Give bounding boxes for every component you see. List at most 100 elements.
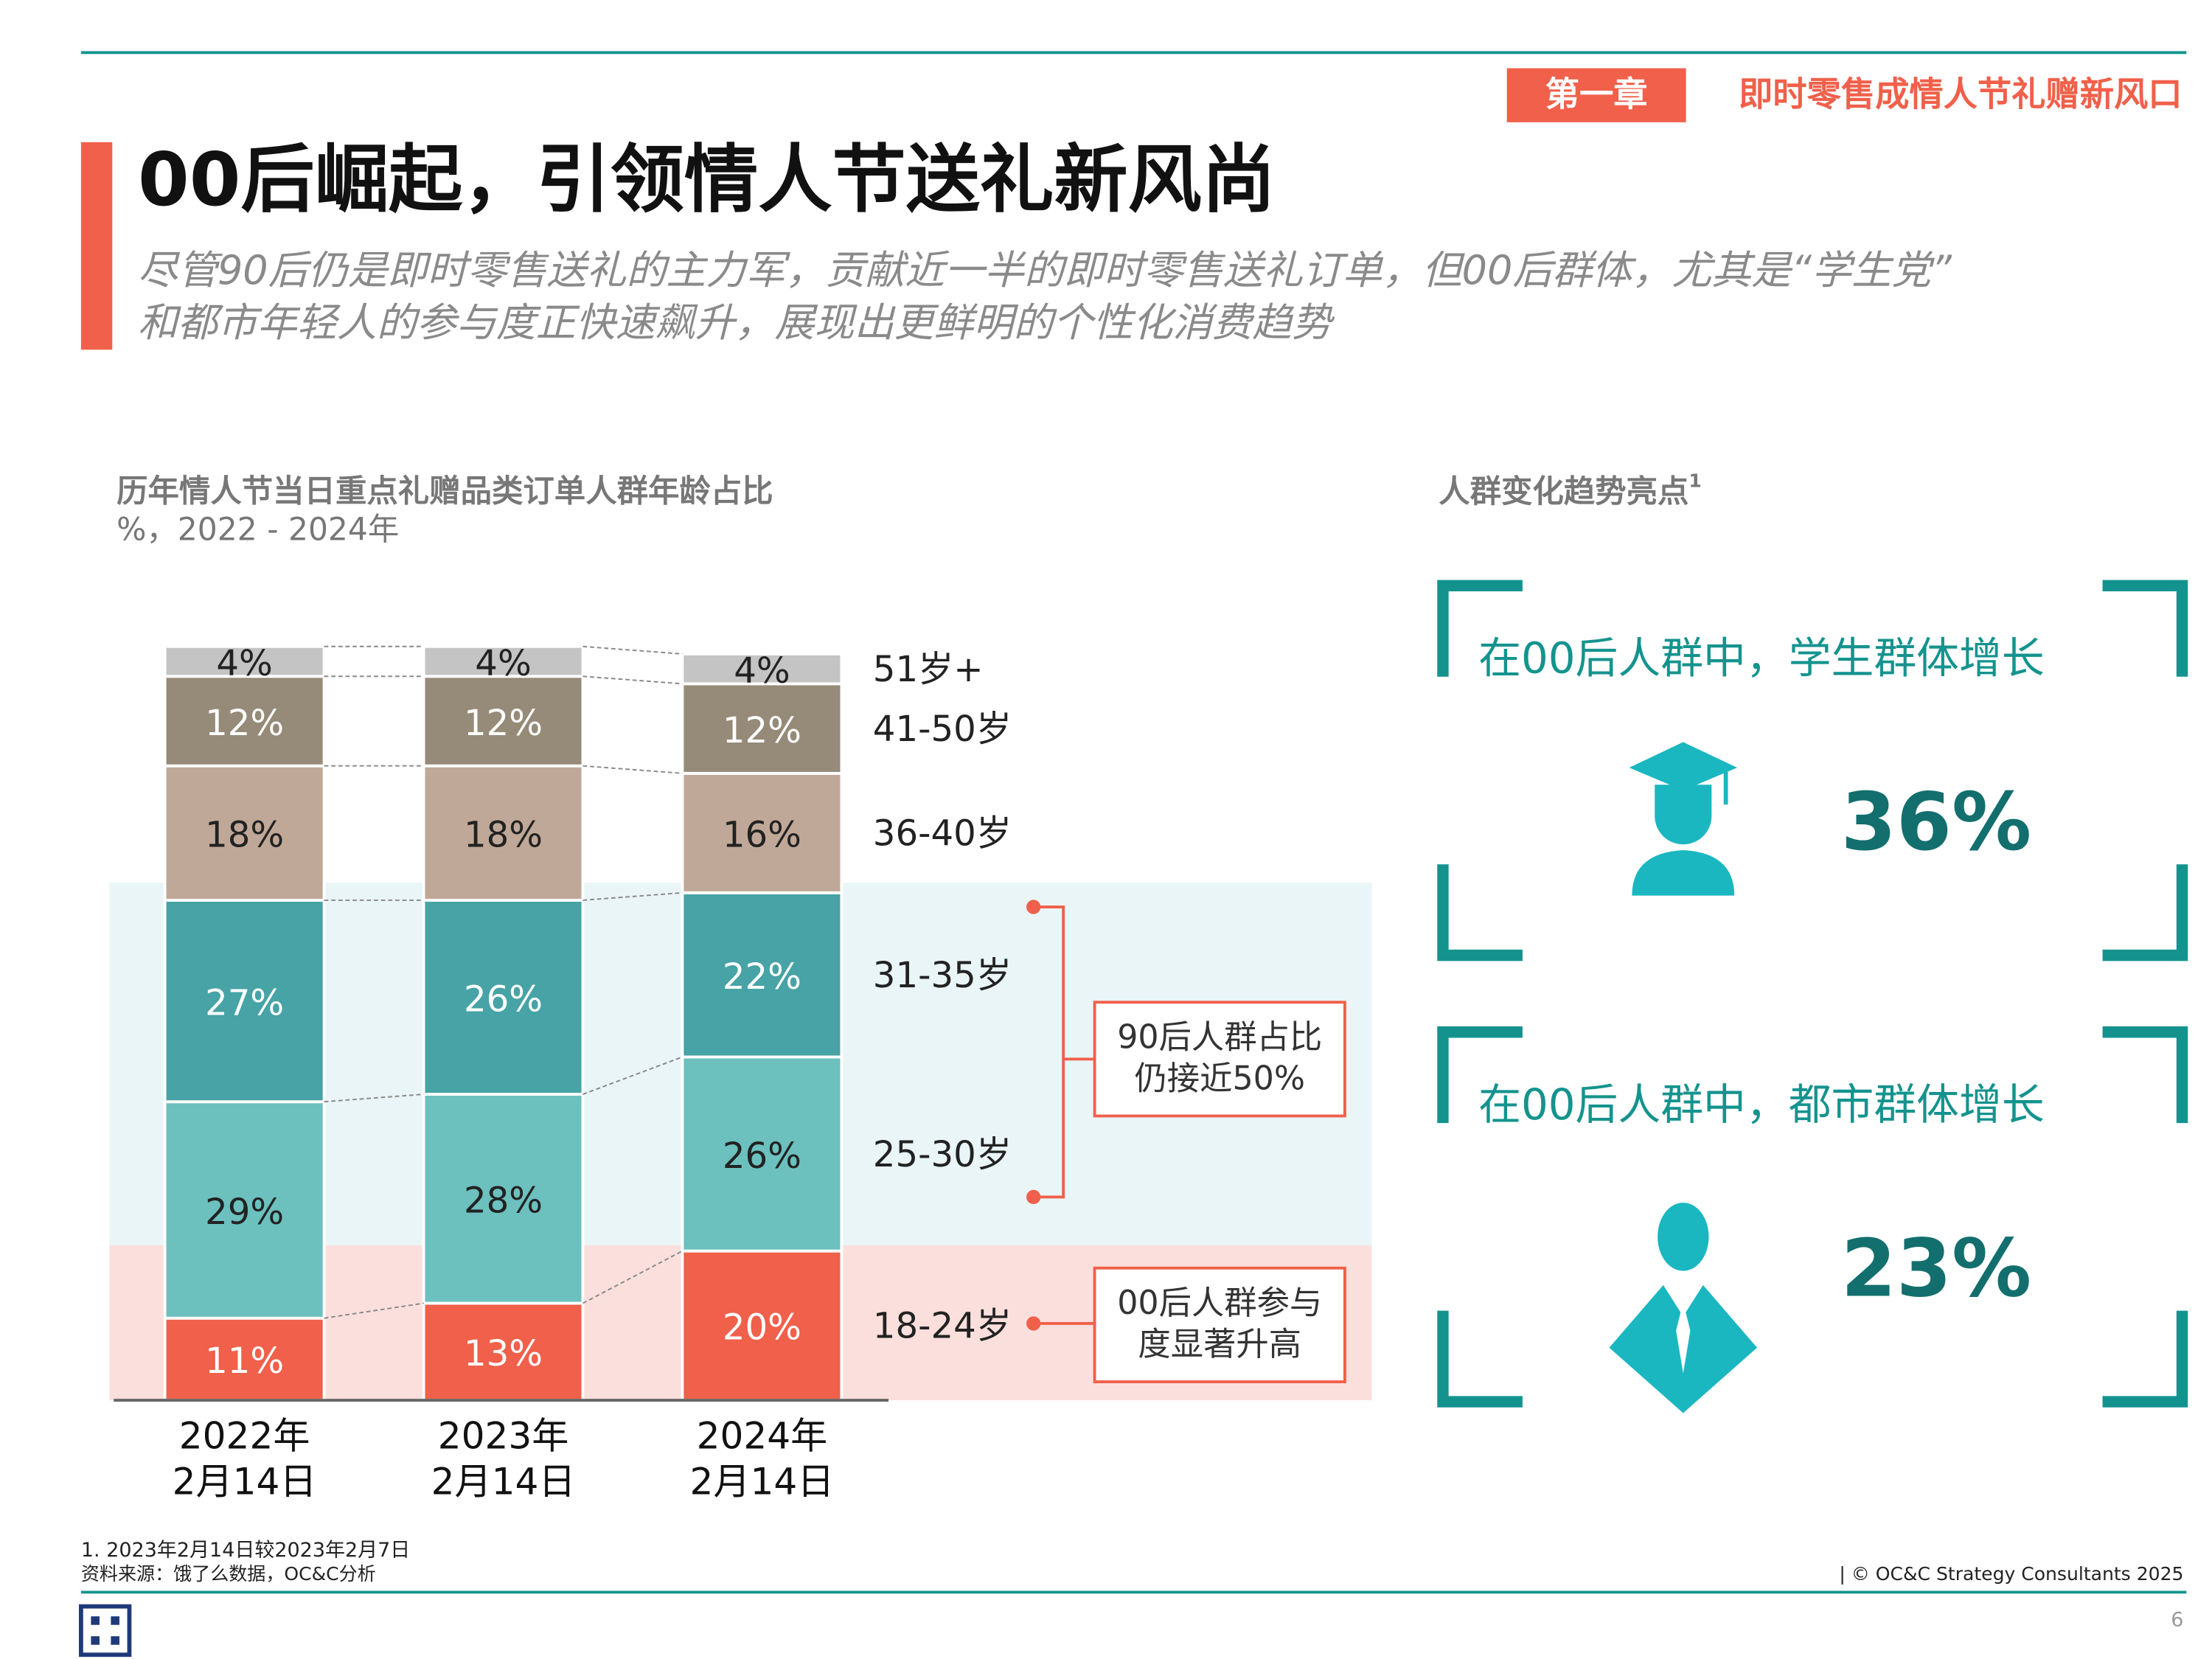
bar-segment — [681, 891, 844, 1059]
bar-segment — [163, 898, 326, 1104]
corner-bracket — [1437, 1310, 1523, 1408]
corner-bracket — [2102, 580, 2188, 677]
connector — [582, 891, 683, 901]
logo-cell — [91, 1636, 100, 1645]
page-number: 6 — [2171, 1608, 2183, 1631]
highlights-title-text: 人群变化趋势亮点 — [1439, 474, 1688, 510]
x-tick-label: 2022年 — [179, 1414, 310, 1458]
logo-cell — [91, 1616, 100, 1625]
value-label: 20% — [723, 1307, 801, 1349]
copyright: | © OC&C Strategy Consultants 2025 — [1839, 1563, 2183, 1585]
dot — [1026, 1189, 1041, 1205]
title-bar — [80, 142, 113, 350]
value-label: 13% — [464, 1333, 543, 1374]
value-label: 29% — [205, 1192, 284, 1233]
card-text: 在00后人群中，都市群体增长 — [1478, 1079, 2045, 1130]
corner-bracket — [1437, 580, 1523, 677]
bar-segment — [422, 675, 585, 768]
dot — [1026, 1316, 1041, 1331]
corner-bracket — [2102, 1026, 2188, 1124]
bar-segment — [422, 644, 585, 678]
chapter-title: 即时零售成情人节礼赠新风口 — [1739, 74, 2182, 114]
logo-cell — [111, 1636, 119, 1645]
value-label: 18% — [464, 815, 543, 856]
highlights-title: 人群变化趋势亮点1 — [1439, 470, 1702, 510]
legend-label: 31-35岁 — [873, 955, 1012, 996]
page-subtitle: 和都市年轻人的参与度正快速飙升，展现出更鲜明的个性化消费趋势 — [138, 299, 1335, 346]
bar-segment — [422, 1093, 585, 1305]
value-label: 11% — [205, 1340, 284, 1382]
x-tick-label: 2月14日 — [431, 1459, 576, 1503]
legend-label: 36-40岁 — [873, 813, 1012, 855]
logo — [79, 1604, 132, 1658]
corner-bracket — [2102, 1310, 2188, 1408]
bar-segment — [681, 682, 844, 775]
legend-label: 51岁+ — [873, 649, 984, 690]
value-label: 22% — [723, 956, 801, 998]
connector — [582, 1250, 683, 1304]
x-tick-label: 2023年 — [438, 1414, 569, 1458]
value-label: 12% — [205, 703, 284, 744]
dot — [1026, 900, 1041, 914]
legend-label: 18-24岁 — [873, 1306, 1012, 1347]
bar-segment — [681, 1055, 844, 1253]
card-text: 在00后人群中，学生群体增长 — [1478, 633, 2045, 684]
value-label: 12% — [464, 703, 543, 744]
annotation: 00后人群参与 — [1117, 1284, 1322, 1322]
value-label: 27% — [205, 982, 284, 1023]
source: 资料来源：饿了么数据，OC&C分析 — [81, 1563, 376, 1585]
footnote: 1. 2023年2月14日较2023年2月7日 — [81, 1539, 410, 1562]
student-head — [1655, 785, 1712, 845]
card-value: 36% — [1841, 776, 2031, 869]
corner-bracket — [1437, 1026, 1523, 1124]
bar-segment — [422, 764, 585, 902]
value-label: 28% — [464, 1180, 543, 1222]
value-label: 18% — [205, 815, 284, 856]
annotation: 度显著升高 — [1138, 1326, 1301, 1363]
connector — [582, 675, 683, 685]
connector — [582, 1056, 683, 1095]
annotation-box — [1093, 1001, 1346, 1118]
connector — [324, 1302, 424, 1319]
connector — [582, 645, 683, 655]
annotation: 仍接近50% — [1134, 1060, 1305, 1097]
bracket-line — [1033, 905, 1065, 1199]
bar-segment — [163, 675, 326, 768]
bar-chart: 11% 13% 20% 18-24岁 29% 28% 26% 25-30岁 27% 26% 22% 3… — [163, 643, 1012, 1503]
urban-head — [1658, 1203, 1709, 1271]
x-tick-label: 2024年 — [697, 1414, 828, 1458]
chart-subtitle: %，2022 - 2024年 — [116, 512, 399, 549]
corner-bracket — [2102, 864, 2188, 961]
bar-segment — [681, 652, 844, 686]
note-mark: 1 — [1688, 470, 1701, 492]
chapter-tag — [1506, 68, 1686, 122]
annotations: 90后人群占比 仍接近50% 00后人群参与 度显著升高 — [1117, 1018, 1322, 1363]
value-label: 26% — [723, 1135, 801, 1177]
annotation-box — [1093, 1266, 1346, 1383]
connector — [582, 765, 683, 774]
bar-segment — [163, 644, 326, 678]
highlight-cards: 在00后人群中，学生群体增长 36% 在00后人群中，都市群体增长 23% — [1437, 580, 2188, 1413]
corner-bracket — [1437, 864, 1523, 961]
tie — [1676, 1302, 1691, 1374]
connector — [324, 1093, 424, 1103]
value-label: 4% — [475, 643, 531, 684]
chapter: 第一章 — [1545, 74, 1648, 114]
student-icon — [1629, 742, 1738, 790]
annotation: 90后人群占比 — [1117, 1018, 1322, 1056]
card-value: 23% — [1841, 1222, 2031, 1315]
value-label: 12% — [723, 710, 801, 751]
logo-frame — [79, 1604, 132, 1658]
value-label: 4% — [734, 650, 790, 692]
value-label: 26% — [464, 978, 543, 1020]
legend-label: 25-30岁 — [873, 1134, 1012, 1175]
page-title: 00后崛起，引领情人节送礼新风尚 — [138, 136, 1276, 223]
page-subtitle: 尽管90后仍是即时零售送礼的主力军，贡献近一半的即时零售送礼订单，但00后群体，… — [138, 247, 1952, 293]
x-tick-label: 2月14日 — [689, 1459, 834, 1503]
bar-segment — [681, 771, 844, 894]
student-body — [1632, 849, 1735, 896]
legend-label: 41-50岁 — [873, 709, 1012, 750]
